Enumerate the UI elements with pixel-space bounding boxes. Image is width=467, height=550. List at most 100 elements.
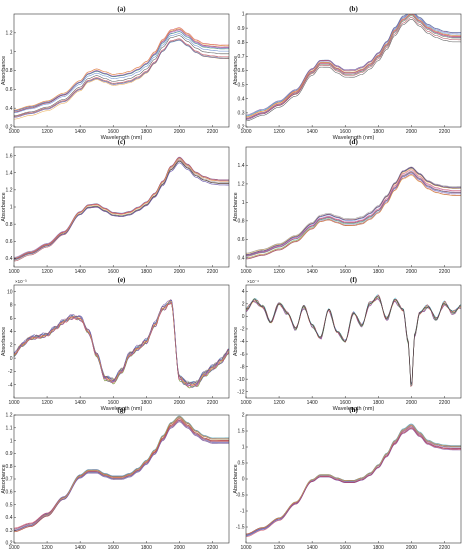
x-tick-label: 1800: [141, 129, 152, 135]
spectrum-line: [246, 424, 461, 535]
x-tick-label: 1000: [240, 545, 251, 550]
x-axis-label: Wavelength (nm): [101, 406, 143, 412]
spectrum-line: [246, 166, 461, 256]
y-tick-label: 1.2: [238, 182, 245, 188]
x-tick-label: 2200: [207, 129, 218, 135]
spectrum-line: [246, 296, 461, 386]
x-tick-label: 1400: [307, 545, 318, 550]
y-tick-label: 0.8: [238, 40, 245, 46]
x-tick-label: 1400: [75, 545, 86, 550]
y-axis-label: Absorbance: [233, 56, 239, 85]
y-tick-label: 0: [242, 477, 245, 483]
y-tick-label: 1: [10, 49, 13, 55]
y-tick-label: -4: [240, 339, 245, 345]
x-tick-label: 1200: [274, 269, 285, 275]
chart-title: (c): [118, 138, 126, 146]
x-tick-label: 2200: [439, 400, 450, 406]
x-tick-label: 1200: [42, 129, 53, 135]
spectrum-line: [246, 174, 461, 260]
spectrum-line: [14, 419, 229, 530]
y-tick-label: 1.5: [238, 429, 245, 435]
y-tick-label: 0.6: [6, 239, 13, 245]
y-tick-label: 6: [10, 316, 13, 322]
spectrum-line: [246, 172, 461, 259]
x-tick-label: 1600: [340, 269, 351, 275]
chart-panel-3: (d) 1000 1200 1400 1600 1800 2000 2200 0.4 0.6 0.8…: [233, 138, 462, 275]
spectrum-line: [246, 14, 461, 119]
x-tick-label: 2000: [174, 269, 185, 275]
spectrum-line: [246, 170, 461, 256]
x-tick-label: 1600: [108, 545, 119, 550]
chart-panel-1: (b) 1000 1200 1400 1600 1800 2000 2200 0.2 0.3 0.4…: [233, 5, 462, 141]
x-tick-label: 1000: [240, 129, 251, 135]
x-tick-label: 1400: [75, 269, 86, 275]
chart-series-group: [14, 415, 229, 533]
x-tick-label: 1000: [8, 129, 19, 135]
chart-panel-2: (c) 1000 1200 1400 1600 1800 2000 2200 0.4 0.6 0.8…: [1, 138, 230, 275]
chart-series-group: [14, 156, 229, 262]
y-tick-label: 2: [242, 302, 245, 308]
y-tick-label: 0.4: [6, 106, 13, 112]
chart-title: (a): [117, 5, 126, 13]
spectrum-line: [14, 35, 229, 116]
spectrum-line: [14, 299, 229, 385]
x-tick-label: 2200: [207, 400, 218, 406]
spectrum-line: [246, 14, 461, 120]
x-tick-label: 1600: [340, 400, 351, 406]
spectrum-line: [14, 38, 229, 117]
x-tick-label: 1800: [141, 545, 152, 550]
x-tick-label: 1200: [42, 545, 53, 550]
y-tick-label: 0.9: [238, 26, 245, 32]
chart-title: (d): [349, 138, 358, 146]
x-tick-label: 1800: [141, 400, 152, 406]
y-tick-label: -2: [240, 327, 245, 333]
chart-series-group: [14, 27, 229, 120]
y-tick-label: 1: [10, 205, 13, 211]
x-tick-label: 2200: [439, 269, 450, 275]
x-tick-label: 1800: [373, 129, 384, 135]
chart-series-group: [246, 14, 461, 122]
y-tick-label: 0.6: [238, 68, 245, 74]
x-tick-label: 1600: [340, 129, 351, 135]
spectrum-line: [14, 299, 229, 386]
x-tick-label: 1600: [108, 269, 119, 275]
chart-title: (e): [118, 276, 126, 284]
y-tick-label: 8: [10, 303, 13, 309]
y-tick-label: 4: [242, 289, 245, 295]
spectrum-line: [246, 14, 461, 116]
x-tick-label: 1400: [307, 269, 318, 275]
x-tick-label: 1000: [240, 269, 251, 275]
y-tick-label: 0.8: [6, 68, 13, 74]
chart-panel-4: (e) 1000 1200 1400 1600 1800 2000 2200 -4 -2 0 2 4 6 8…: [1, 276, 230, 412]
x-tick-label: 1000: [240, 400, 251, 406]
spectrum-line: [14, 415, 229, 531]
y-tick-label: -2: [8, 369, 13, 375]
y-tick-label: 0.6: [238, 237, 245, 243]
chart-frame: [245, 284, 462, 399]
y-tick-label: 0.4: [238, 96, 245, 102]
y-tick-label: 0: [10, 356, 13, 362]
spectrum-line: [14, 157, 229, 259]
y-tick-label: 1.6: [6, 153, 13, 159]
x-tick-label: 2000: [406, 545, 417, 550]
y-tick-label: 0.7: [238, 54, 245, 60]
spectrum-line: [14, 158, 229, 260]
spectrum-line: [246, 14, 461, 116]
y-tick-label: 1: [242, 445, 245, 451]
x-tick-label: 1000: [8, 400, 19, 406]
y-tick-label: 2: [10, 343, 13, 349]
y-tick-label: 1: [242, 200, 245, 206]
y-tick-label: 0.8: [6, 464, 13, 470]
y-tick-label: 1.1: [6, 426, 13, 432]
x-tick-label: 2200: [207, 545, 218, 550]
spectrum-line: [14, 33, 229, 113]
spectrum-line: [14, 301, 229, 389]
y-tick-label: 0.6: [6, 490, 13, 496]
y-tick-label: 0.7: [6, 477, 13, 483]
spectrum-line: [14, 420, 229, 530]
spectrum-line: [246, 298, 461, 386]
y-tick-label: 0: [242, 314, 245, 320]
x-tick-label: 1200: [42, 400, 53, 406]
x-tick-label: 1600: [108, 129, 119, 135]
